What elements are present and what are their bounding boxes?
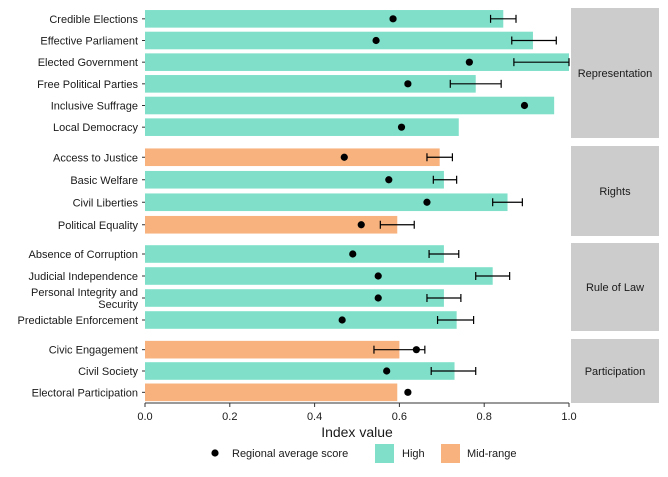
legend-point-marker [211,449,219,457]
legend-label-regional-average: Regional average score [232,448,348,460]
xtick-label-5: 1.0 [561,411,576,423]
xtick-label-0: 0.0 [137,411,152,423]
avg-point-inclusive-suffrage [520,101,529,110]
ylabel-civil-liberties: Civil Liberties [73,197,139,209]
xtick-label-2: 0.4 [307,411,322,423]
xtick-label-4: 0.8 [477,411,492,423]
facet-strip-rights [571,146,659,236]
avg-point-predictable-enforcement [338,316,346,324]
ylabel-civil-society: Civil Society [78,366,138,378]
ylabel-basic-welfare: Basic Welfare [70,175,138,187]
avg-point-absence-of-corruption [349,250,357,258]
avg-point-elected-government [465,58,473,66]
ylabel-predictable-enforcement: Predictable Enforcement [18,315,138,327]
legend-swatch-mid-range [441,444,460,463]
ylabel-elected-government: Elected Government [38,57,138,69]
ylabel-judicial-independence: Judicial Independence [29,271,138,283]
facet-strip-representation [571,8,659,138]
avg-point-civic-engagement [412,346,420,354]
ylabel-local-democracy: Local Democracy [53,122,138,134]
bar-local-democracy [145,118,459,136]
ylabel-absence-of-corruption: Absence of Corruption [29,249,138,261]
avg-point-judicial-independence [374,272,382,280]
facet-label-representation: Representation [578,68,653,80]
ylabel-effective-parliament: Effective Parliament [40,36,138,48]
legend-swatch-high [375,444,394,463]
bar-inclusive-suffrage [145,96,555,115]
ylabel-personal-integrity-and-security-line1: Personal Integrity and [31,287,138,299]
bar-civil-society [145,362,455,380]
ylabel-access-to-justice: Access to Justice [53,152,138,164]
bar-political-equality [145,215,398,234]
bar-personal-integrity-and-security [145,289,444,307]
bar-elected-government [145,53,569,71]
avg-point-access-to-justice [340,153,348,161]
x-axis-title: Index value [321,424,393,440]
bar-judicial-independence [145,267,493,285]
ylabel-credible-elections: Credible Elections [49,14,138,26]
bar-predictable-enforcement [145,311,457,329]
ylabel-personal-integrity-and-security-line2: Security [98,299,138,311]
bar-civic-engagement [145,340,400,359]
facet-strip-rule-of-law [571,243,659,331]
ylabel-civic-engagement: Civic Engagement [49,345,138,357]
xtick-label-3: 0.6 [392,411,407,423]
avg-point-basic-welfare [385,176,393,184]
avg-point-personal-integrity-and-security [374,294,382,302]
avg-point-civil-liberties [423,198,431,206]
bar-basic-welfare [145,170,444,189]
avg-point-political-equality [357,221,365,229]
facet-strip-participation [571,339,659,403]
ylabel-political-equality: Political Equality [58,220,139,232]
ylabel-inclusive-suffrage: Inclusive Suffrage [51,101,138,113]
avg-point-effective-parliament [372,36,380,45]
bar-access-to-justice [145,148,440,167]
bar-electoral-participation [145,383,398,402]
avg-point-free-political-parties [404,80,412,88]
avg-point-civil-society [383,367,391,375]
avg-point-electoral-participation [404,388,412,396]
facet-label-participation: Participation [585,366,646,378]
avg-point-credible-elections [389,15,397,23]
legend-label-mid-range: Mid-range [467,448,517,460]
avg-point-local-democracy [397,123,406,131]
facet-label-rights: Rights [599,186,631,198]
bar-effective-parliament [145,31,533,50]
ylabel-electoral-participation: Electoral Participation [32,387,138,399]
bar-credible-elections [145,10,504,28]
legend-label-high: High [402,448,425,460]
facet-label-rule-of-law: Rule of Law [586,282,644,294]
bar-free-political-parties [145,75,476,93]
xtick-label-1: 0.2 [222,411,237,423]
ylabel-free-political-parties: Free Political Parties [37,79,138,91]
bar-absence-of-corruption [145,245,444,263]
bar-civil-liberties [145,193,508,212]
